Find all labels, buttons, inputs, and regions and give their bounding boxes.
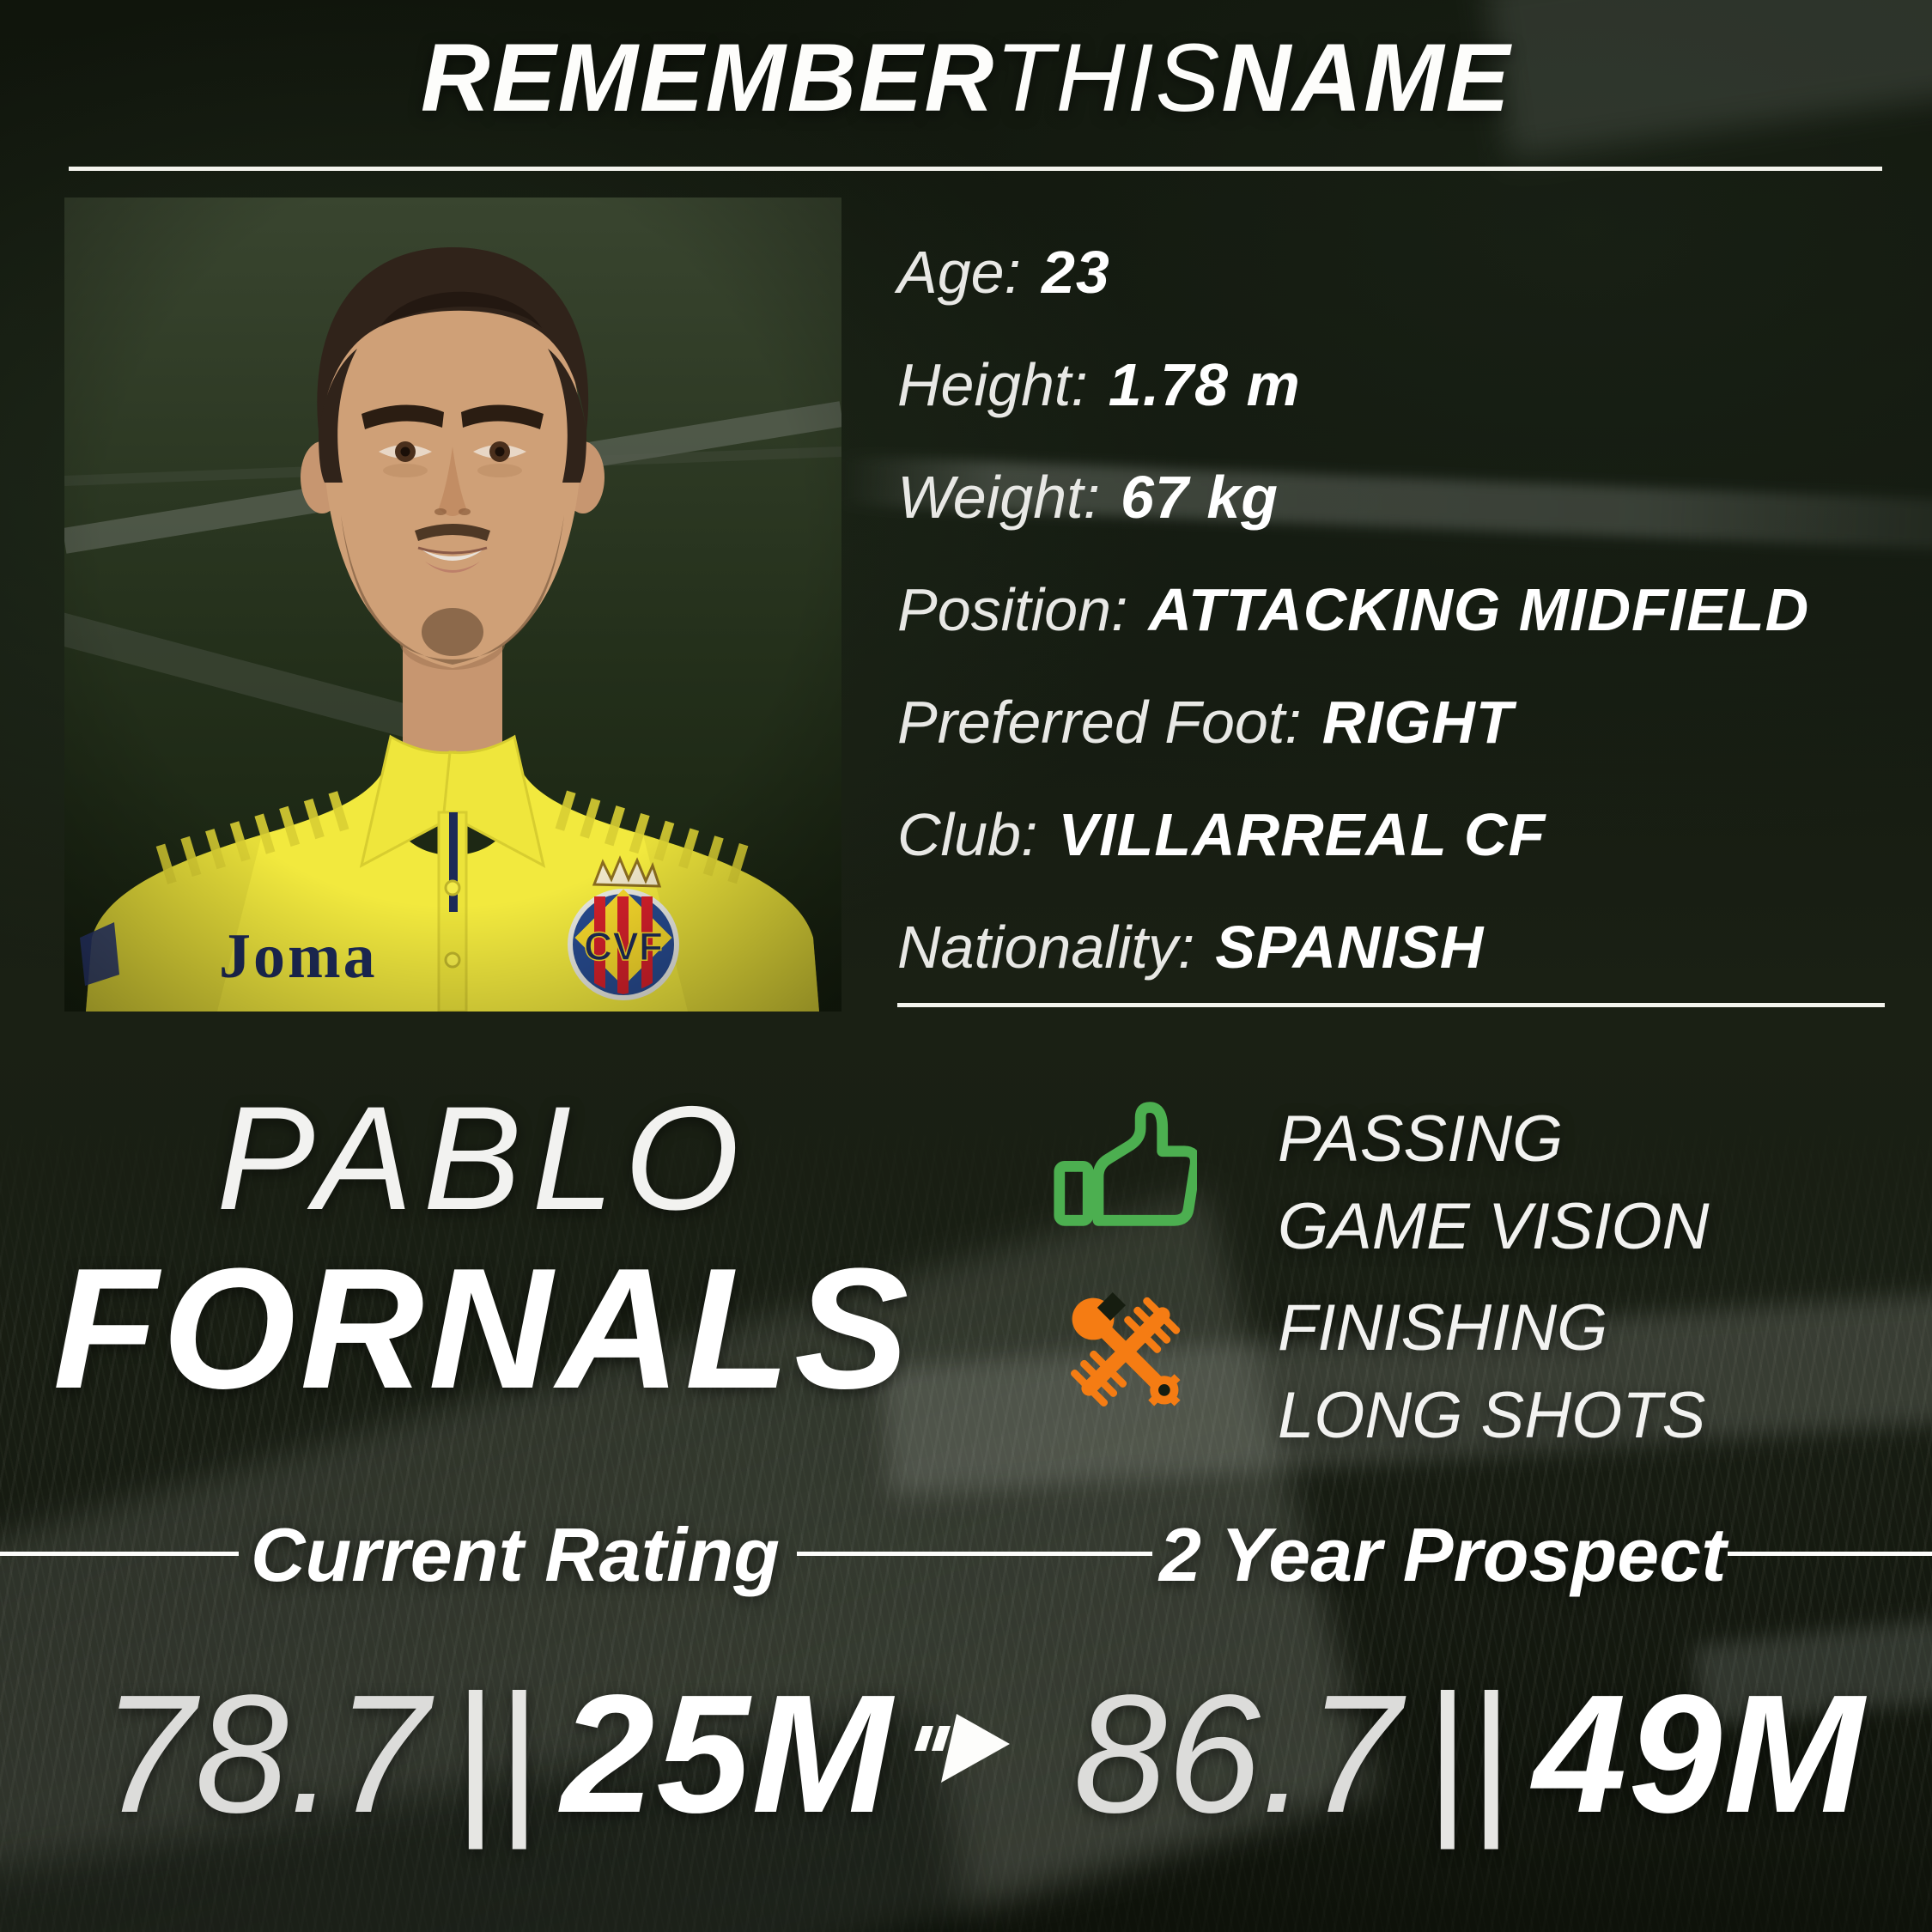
brand-part-remember: REMEMBER (420, 24, 996, 131)
crossed-tools-icon (1054, 1279, 1197, 1424)
stat-position: Position: ATTACKING MIDFIELD (897, 576, 1810, 643)
stat-weight: Weight: 67 kg (897, 464, 1279, 531)
thumbs-up-icon (1049, 1089, 1201, 1235)
prospect-rating-number: 86.7 (1073, 1660, 1401, 1848)
strength-item: GAME VISION (1278, 1190, 1710, 1263)
rating-divider-line (1728, 1552, 1932, 1556)
brand-part-this: THIS (995, 24, 1222, 131)
player-stats-list: Age: 23 Height: 1.78 m Weight: 67 kg Positi… (897, 216, 1932, 1004)
weaknesses-list: FINISHING LONG SHOTS (1278, 1285, 1705, 1460)
rating-divider-line (797, 1552, 1152, 1556)
prospect-market-value: 49M (1533, 1660, 1866, 1848)
brand-wordmark: REMEMBERTHISNAME (0, 22, 1932, 133)
current-rating-value: 78.7 || 25M (101, 1657, 894, 1850)
stat-height: Height: 1.78 m (897, 351, 1301, 418)
stats-divider-line (897, 1003, 1885, 1007)
prospect-rating-value: 86.7 || 49M (1073, 1657, 1866, 1850)
stat-age: Age: 23 (897, 239, 1110, 306)
stat-nationality: Nationality: SPANISH (897, 914, 1485, 981)
brand-part-name: NAME (1221, 24, 1512, 131)
divider-bars: || (1423, 1660, 1511, 1848)
prospect-rating-heading: 2 Year Prospect (1159, 1512, 1727, 1597)
player-first-name: PABLO (216, 1076, 750, 1241)
fast-forward-arrow-icon (902, 1710, 1015, 1786)
current-rating-heading: Current Rating (251, 1512, 780, 1597)
divider-bars: || (451, 1660, 539, 1848)
header-divider-line (69, 167, 1882, 171)
strength-item: PASSING (1278, 1103, 1564, 1176)
rating-divider-line (0, 1552, 239, 1556)
stat-club: Club: VILLARREAL CF (897, 801, 1546, 868)
current-market-value: 25M (561, 1660, 894, 1848)
player-photo: Joma CVF (64, 197, 841, 1012)
weakness-item: LONG SHOTS (1278, 1379, 1706, 1452)
player-name: PABLO FORNALS (26, 1080, 940, 1419)
strengths-list: PASSING GAME VISION (1278, 1096, 1710, 1271)
stat-preferred-foot: Preferred Foot: RIGHT (897, 689, 1514, 756)
player-last-name: FORNALS (52, 1233, 914, 1425)
current-rating-number: 78.7 (101, 1660, 429, 1848)
weakness-item: FINISHING (1278, 1291, 1608, 1364)
player-portrait-illustration: Joma CVF (64, 197, 841, 1012)
